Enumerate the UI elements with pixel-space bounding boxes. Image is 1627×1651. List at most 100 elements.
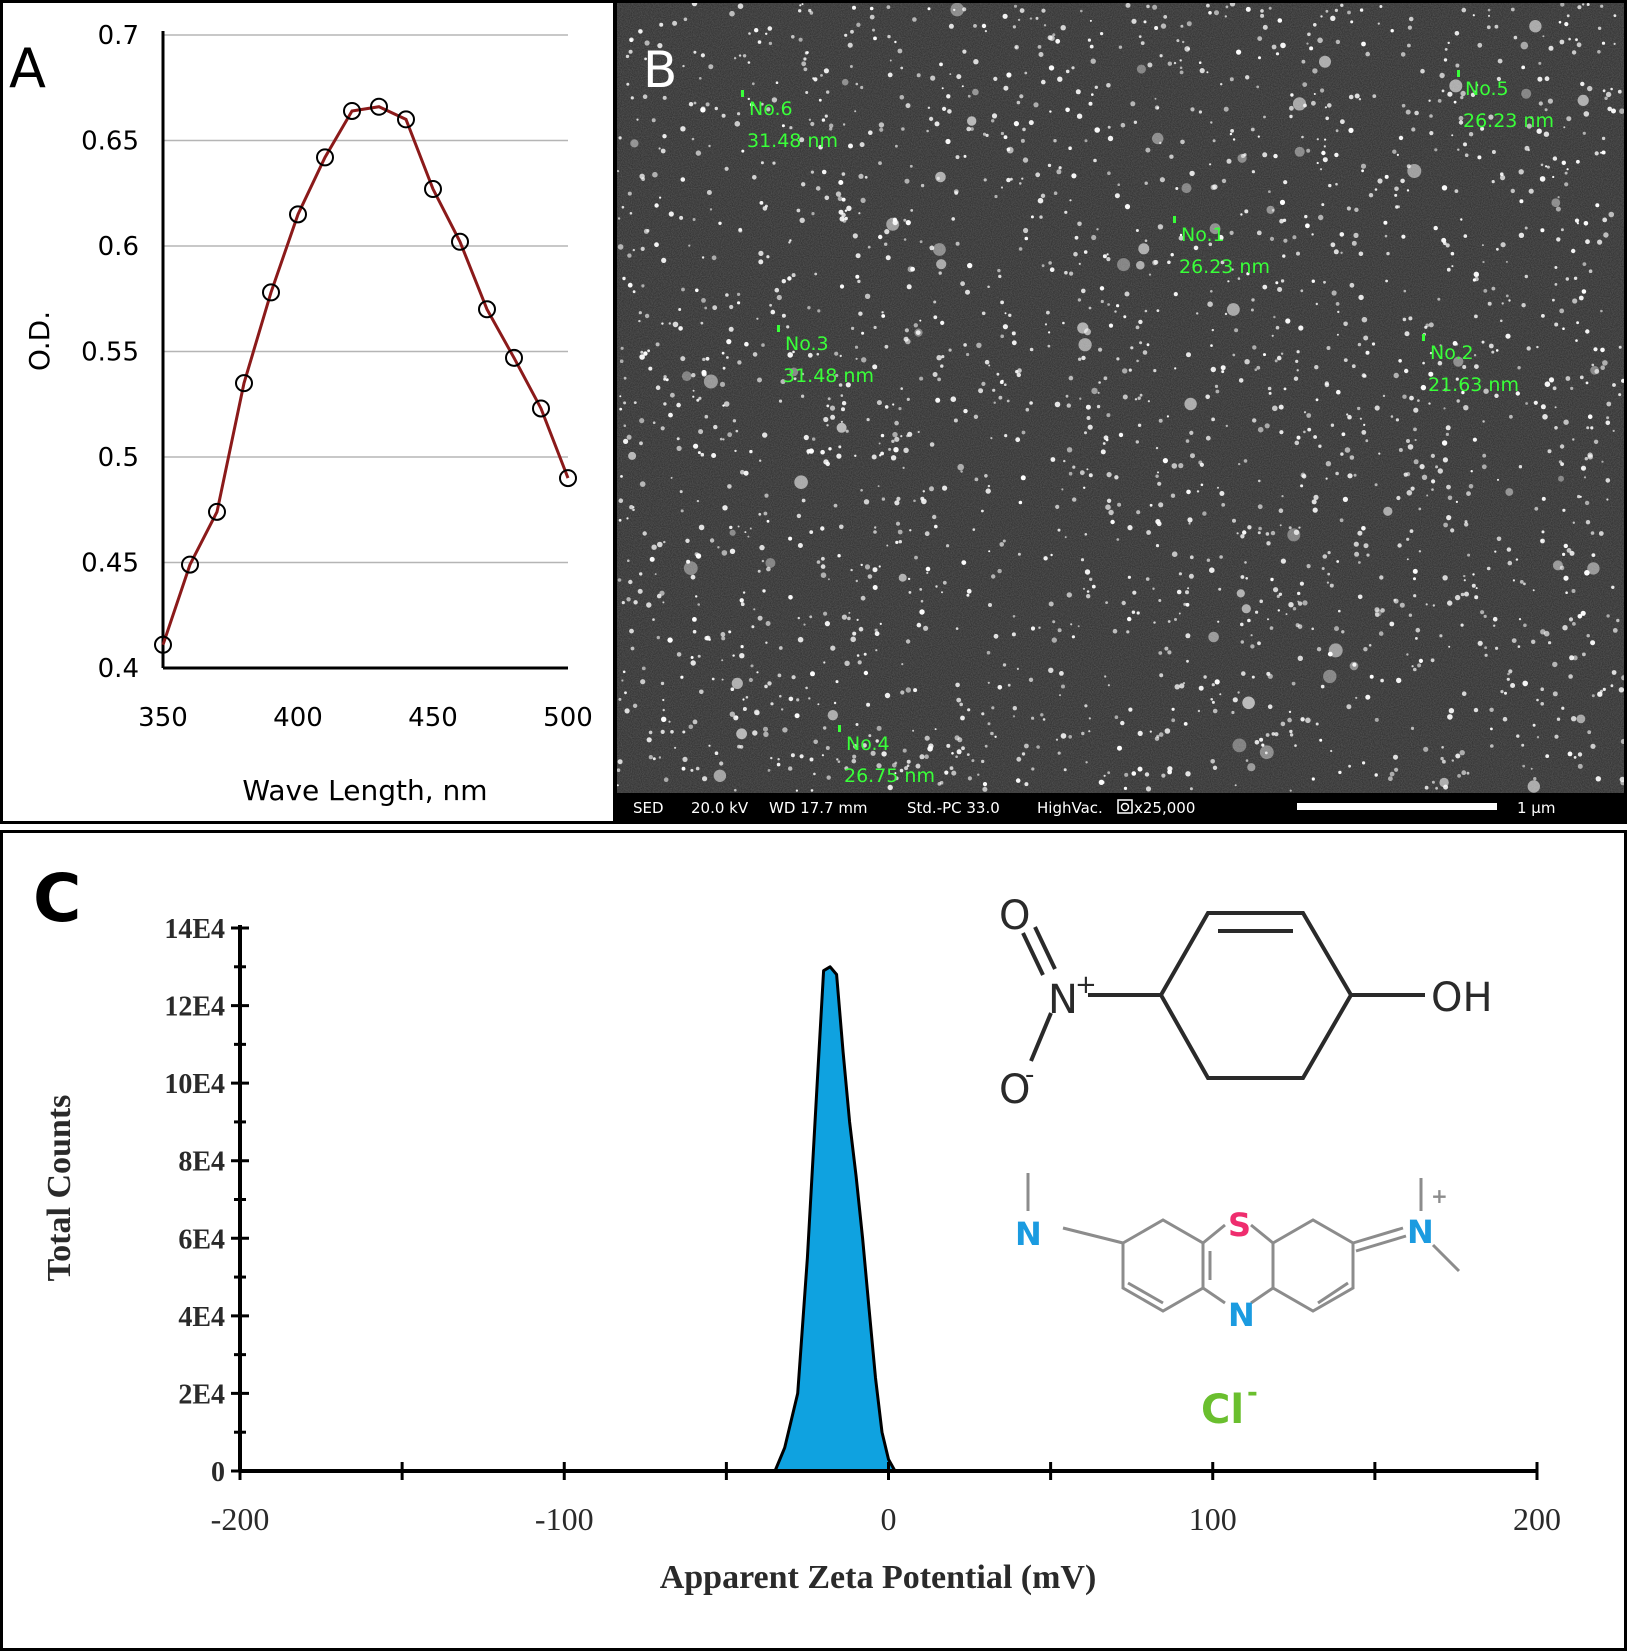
nanoparticle-dot [1256, 365, 1261, 370]
nanoparticle-dot [1597, 239, 1603, 245]
nanoparticle-dot [1011, 331, 1016, 336]
nanoparticle-dot [1136, 611, 1140, 615]
nanoparticle-dot [1107, 135, 1114, 142]
nanoparticle-dot [1456, 399, 1460, 403]
nanoparticle-dot [1554, 283, 1558, 286]
nanoparticle-dot [1346, 206, 1351, 211]
nanoparticle-dot [681, 287, 685, 292]
nanoparticle-dot [1586, 426, 1590, 430]
nanoparticle-dot [1474, 364, 1479, 369]
nanoparticle-dot [982, 786, 988, 792]
nanoparticle-dot [807, 306, 811, 310]
nanoparticle-dot [732, 419, 737, 423]
nanoparticle-dot [867, 574, 873, 579]
nanoparticle-dot [1413, 407, 1419, 413]
particle-annotation: No.221.63 nm [1422, 334, 1519, 396]
nanoparticle-dot [860, 563, 863, 567]
nanoparticle-dot [627, 253, 632, 258]
annotation-marker [1173, 216, 1176, 223]
nanoparticle-dot [1612, 628, 1618, 633]
nanoparticle-dot [747, 97, 750, 101]
nanoparticle-dot [1267, 704, 1273, 709]
nanoparticle-dot [1288, 710, 1292, 714]
nanoparticle-dot [642, 94, 648, 99]
nanoparticle-dot [647, 349, 650, 353]
nanoparticle-dot [1136, 359, 1139, 363]
nanoparticle-dot [852, 233, 858, 239]
nanoparticle-dot [1283, 238, 1288, 243]
nanoparticle-dot [1162, 458, 1168, 464]
nanoparticle-dot [724, 166, 729, 171]
nanoparticle-dot [1595, 776, 1601, 782]
nanoparticle-dot [1491, 150, 1496, 154]
nanoparticle-dot [1084, 704, 1088, 708]
nanoparticle-dot [1496, 247, 1499, 251]
nanoparticle-dot [807, 352, 813, 358]
nanoparticle-dot [1354, 207, 1359, 212]
nanoparticle-dot [836, 422, 847, 433]
nanoparticle-dot [1569, 550, 1575, 556]
nanoparticle-dot [1520, 41, 1529, 50]
nanoparticle-dot [972, 528, 976, 531]
nanoparticle-dot [1144, 181, 1148, 185]
nanoparticle-dot [1620, 739, 1624, 744]
nanoparticle-dot [913, 688, 918, 693]
nanoparticle-dot [884, 692, 891, 699]
nanoparticle-dot [719, 437, 723, 441]
nanoparticle-dot [1351, 364, 1356, 369]
nanoparticle-dot [1146, 4, 1150, 9]
nanoparticle-dot [1260, 9, 1264, 13]
nanoparticle-dot [1459, 750, 1465, 756]
nanoparticle-dot [1157, 471, 1159, 474]
nanoparticle-dot [991, 706, 995, 710]
nanoparticle-dot [1327, 572, 1331, 576]
nanoparticle-dot [1585, 329, 1590, 334]
nanoparticle-dot [1072, 465, 1076, 469]
nanoparticle-dot [826, 404, 830, 408]
nanoparticle-dot [1587, 414, 1593, 420]
nanoparticle-dot [924, 735, 930, 741]
nanoparticle-dot [1613, 42, 1616, 46]
nanoparticle-dot [1210, 121, 1213, 124]
nanoparticle-dot [767, 769, 771, 772]
nanoparticle-dot [1590, 743, 1596, 749]
nanoparticle-dot [1076, 113, 1083, 119]
nanoparticle-dot [639, 418, 645, 424]
nanoparticle-dot [1595, 203, 1600, 208]
nanoparticle-dot [1169, 154, 1174, 159]
nanoparticle-dot [661, 257, 667, 263]
nanoparticle-dot [1593, 439, 1599, 444]
nitro-oxygen-top: O [999, 893, 1030, 939]
nanoparticle-dot [665, 378, 669, 382]
nanoparticle-dot [1496, 536, 1502, 542]
nanoparticle-dot [1576, 321, 1579, 325]
nanoparticle-dot [867, 245, 871, 249]
nanoparticle-dot [1048, 667, 1054, 673]
nanoparticle-dot [795, 789, 798, 792]
nanoparticle-dot [854, 454, 857, 457]
nanoparticle-dot [1084, 431, 1087, 435]
nanoparticle-dot [652, 618, 655, 621]
nanoparticle-dot [1135, 440, 1139, 444]
nanoparticle-dot [767, 26, 773, 31]
nanoparticle-dot [1098, 347, 1103, 352]
nanoparticle-dot [1357, 594, 1363, 600]
nanoparticle-dot [1482, 420, 1485, 423]
nanoparticle-dot [1294, 146, 1305, 157]
nanoparticle-dot [1393, 754, 1398, 760]
nanoparticle-dot [654, 573, 657, 576]
nanoparticle-dot [1372, 94, 1377, 98]
nanoparticle-dot [974, 477, 979, 482]
nanoparticle-dot [1426, 494, 1429, 497]
nanoparticle-dot [956, 74, 962, 80]
nanoparticle-dot [1505, 333, 1511, 339]
nanoparticle-dot [1613, 14, 1617, 17]
nanoparticle-dot [919, 319, 922, 322]
nanoparticle-dot [933, 315, 938, 320]
nanoparticle-dot [1028, 120, 1034, 126]
nanoparticle-dot [1133, 120, 1138, 125]
nanoparticle-dot [909, 164, 913, 168]
nanoparticle-dot [887, 34, 891, 39]
nanoparticle-dot [708, 64, 714, 70]
nanoparticle-dot [1029, 17, 1033, 20]
